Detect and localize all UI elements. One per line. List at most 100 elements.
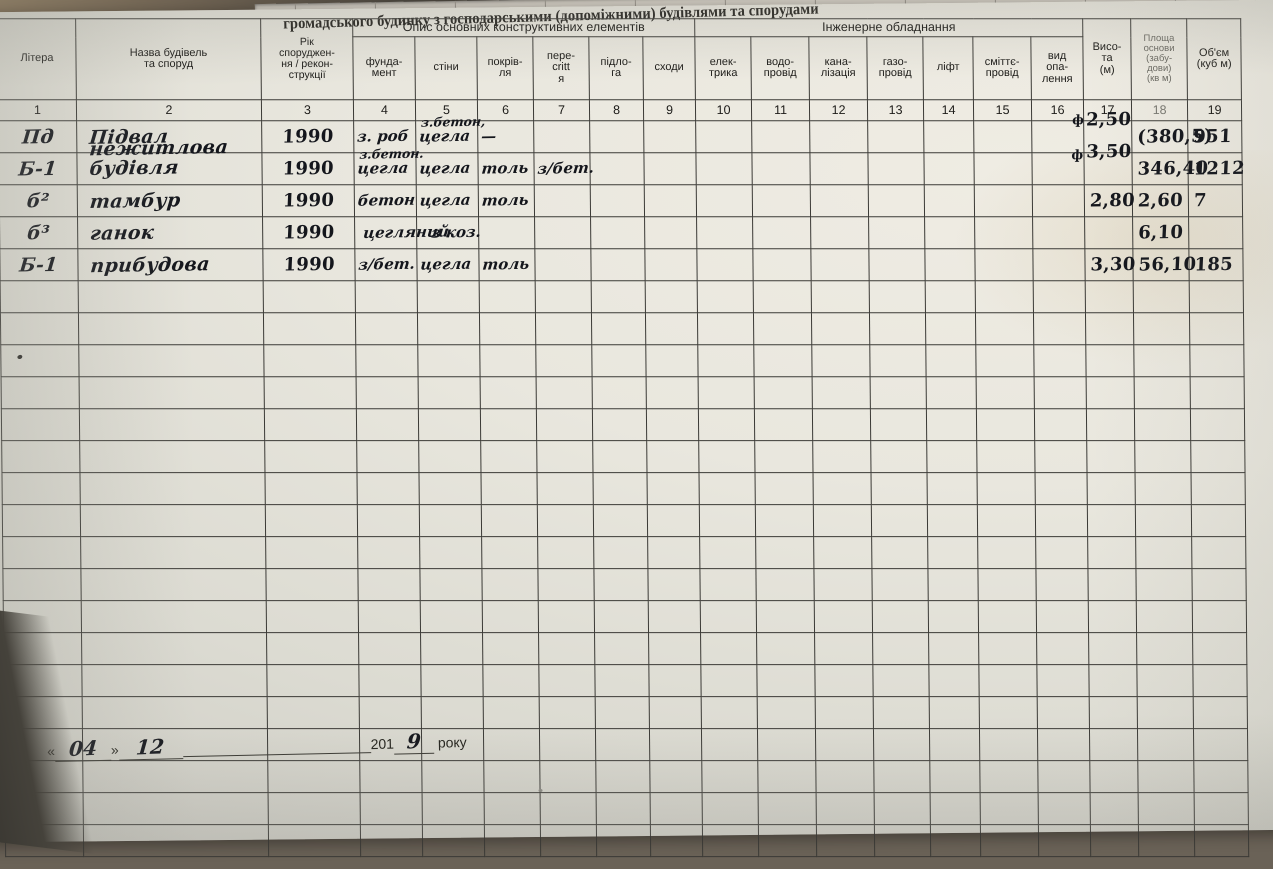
cell-empty[interactable] — [700, 632, 757, 665]
table-row-empty[interactable] — [1, 376, 1245, 409]
cell-empty[interactable] — [1190, 408, 1245, 441]
cell-empty[interactable] — [871, 504, 928, 537]
cell-stairs[interactable] — [644, 184, 697, 217]
cell-empty[interactable] — [872, 600, 929, 633]
cell-empty[interactable] — [698, 376, 755, 409]
date-month-field[interactable]: 12 — [118, 734, 183, 761]
cell-empty[interactable] — [649, 760, 703, 793]
cell-empty[interactable] — [265, 568, 359, 601]
cell-empty[interactable] — [871, 568, 929, 601]
cell-area[interactable]: 2,60 — [1132, 184, 1189, 217]
cell-empty[interactable] — [266, 600, 359, 633]
cell-empty[interactable] — [263, 344, 357, 377]
cell-empty[interactable] — [482, 632, 539, 665]
cell-empty[interactable] — [930, 792, 981, 825]
cell-empty[interactable] — [1192, 600, 1247, 633]
table-row-empty[interactable] — [0, 344, 1245, 377]
cell-empty[interactable] — [538, 632, 595, 665]
cell-elevator[interactable] — [924, 216, 975, 249]
cell-empty[interactable] — [418, 408, 481, 441]
cell-stairs[interactable] — [644, 216, 697, 249]
cell-empty[interactable] — [925, 280, 976, 313]
cell-empty[interactable] — [81, 632, 267, 665]
cell-litera[interactable]: Б-1 — [0, 248, 79, 281]
cell-empty[interactable] — [592, 440, 647, 473]
cell-empty[interactable] — [980, 792, 1039, 825]
cell-empty[interactable] — [646, 408, 699, 441]
cell-empty[interactable] — [1090, 792, 1139, 825]
cell-garbage-chute[interactable] — [973, 120, 1032, 153]
cell-height[interactable]: ф 3,50 — [1071, 141, 1133, 185]
cell-litera[interactable]: б² — [0, 184, 78, 217]
cell-empty[interactable] — [1037, 760, 1091, 793]
table-row-empty[interactable] — [2, 504, 1246, 537]
cell-roof[interactable]: толь — [478, 184, 535, 217]
cell-empty[interactable] — [926, 440, 978, 473]
cell-area[interactable]: 6,10 — [1132, 216, 1189, 249]
cell-empty[interactable] — [1085, 280, 1134, 313]
cell-empty[interactable] — [1034, 440, 1088, 473]
cell-height[interactable]: 2,80 — [1084, 184, 1136, 217]
table-row[interactable]: б³ ганок 1990 цегляний з коз. — [0, 216, 1243, 249]
cell-empty[interactable] — [1136, 568, 1193, 601]
cell-empty[interactable] — [596, 824, 651, 857]
cell-name[interactable]: нежитлова будівля — [76, 136, 263, 185]
cell-litera[interactable]: б³ — [0, 216, 78, 249]
cell-empty[interactable] — [1191, 504, 1246, 537]
cell-empty[interactable] — [811, 312, 870, 345]
cell-empty[interactable] — [814, 632, 873, 665]
date-blank-field[interactable] — [182, 736, 371, 758]
cell-name[interactable]: прибудова — [77, 248, 264, 281]
cell-empty[interactable] — [870, 440, 928, 473]
cell-empty[interactable] — [649, 696, 702, 729]
cell-volume[interactable]: 951 — [1187, 120, 1243, 153]
cell-garbage-chute[interactable] — [974, 248, 1034, 281]
cell-empty[interactable] — [758, 792, 817, 825]
cell-empty[interactable] — [537, 536, 594, 569]
cell-name[interactable]: ганок — [77, 216, 263, 249]
cell-empty[interactable] — [5, 824, 84, 857]
cell-empty[interactable] — [873, 696, 930, 729]
cell-empty[interactable] — [757, 696, 816, 729]
table-row-empty[interactable] — [2, 568, 1247, 601]
cell-sewage[interactable] — [810, 216, 869, 249]
cell-empty[interactable] — [483, 696, 540, 729]
cell-garbage-chute[interactable] — [973, 152, 1033, 185]
cell-empty[interactable] — [420, 632, 483, 665]
cell-empty[interactable] — [1089, 696, 1138, 729]
cell-empty[interactable] — [78, 280, 264, 313]
cell-walls[interactable]: цегла — [415, 152, 479, 185]
cell-empty[interactable] — [871, 472, 928, 505]
cell-empty[interactable] — [355, 280, 418, 313]
cell-empty[interactable] — [648, 664, 702, 697]
cell-empty[interactable] — [1087, 504, 1136, 537]
cell-empty[interactable] — [977, 472, 1036, 505]
cell-empty[interactable] — [1086, 408, 1135, 441]
cell-empty[interactable] — [1191, 536, 1247, 569]
cell-gas[interactable] — [868, 248, 926, 281]
cell-water[interactable] — [751, 120, 810, 153]
cell-empty[interactable] — [267, 696, 360, 729]
cell-area[interactable]: (380,5) — [1131, 120, 1213, 153]
cell-empty[interactable] — [594, 664, 650, 697]
cell-empty[interactable] — [927, 568, 979, 601]
cell-empty[interactable] — [417, 344, 481, 377]
cell-stairs[interactable] — [644, 248, 698, 281]
cell-empty[interactable] — [0, 312, 79, 345]
cell-empty[interactable] — [869, 280, 926, 313]
cell-empty[interactable] — [535, 344, 593, 377]
cell-empty[interactable] — [0, 344, 80, 377]
cell-empty[interactable] — [815, 696, 874, 729]
cell-floor[interactable] — [590, 248, 646, 281]
cell-elevator[interactable] — [923, 152, 975, 185]
cell-empty[interactable] — [78, 344, 265, 377]
cell-empty[interactable] — [697, 280, 754, 313]
cell-volume[interactable] — [1188, 216, 1243, 249]
cell-empty[interactable] — [2, 568, 82, 601]
cell-empty[interactable] — [79, 376, 265, 409]
cell-empty[interactable] — [1, 408, 80, 441]
cell-empty[interactable] — [1193, 760, 1249, 793]
cell-empty[interactable] — [1191, 472, 1246, 505]
cell-empty[interactable] — [754, 376, 813, 409]
cell-empty[interactable] — [480, 408, 537, 441]
